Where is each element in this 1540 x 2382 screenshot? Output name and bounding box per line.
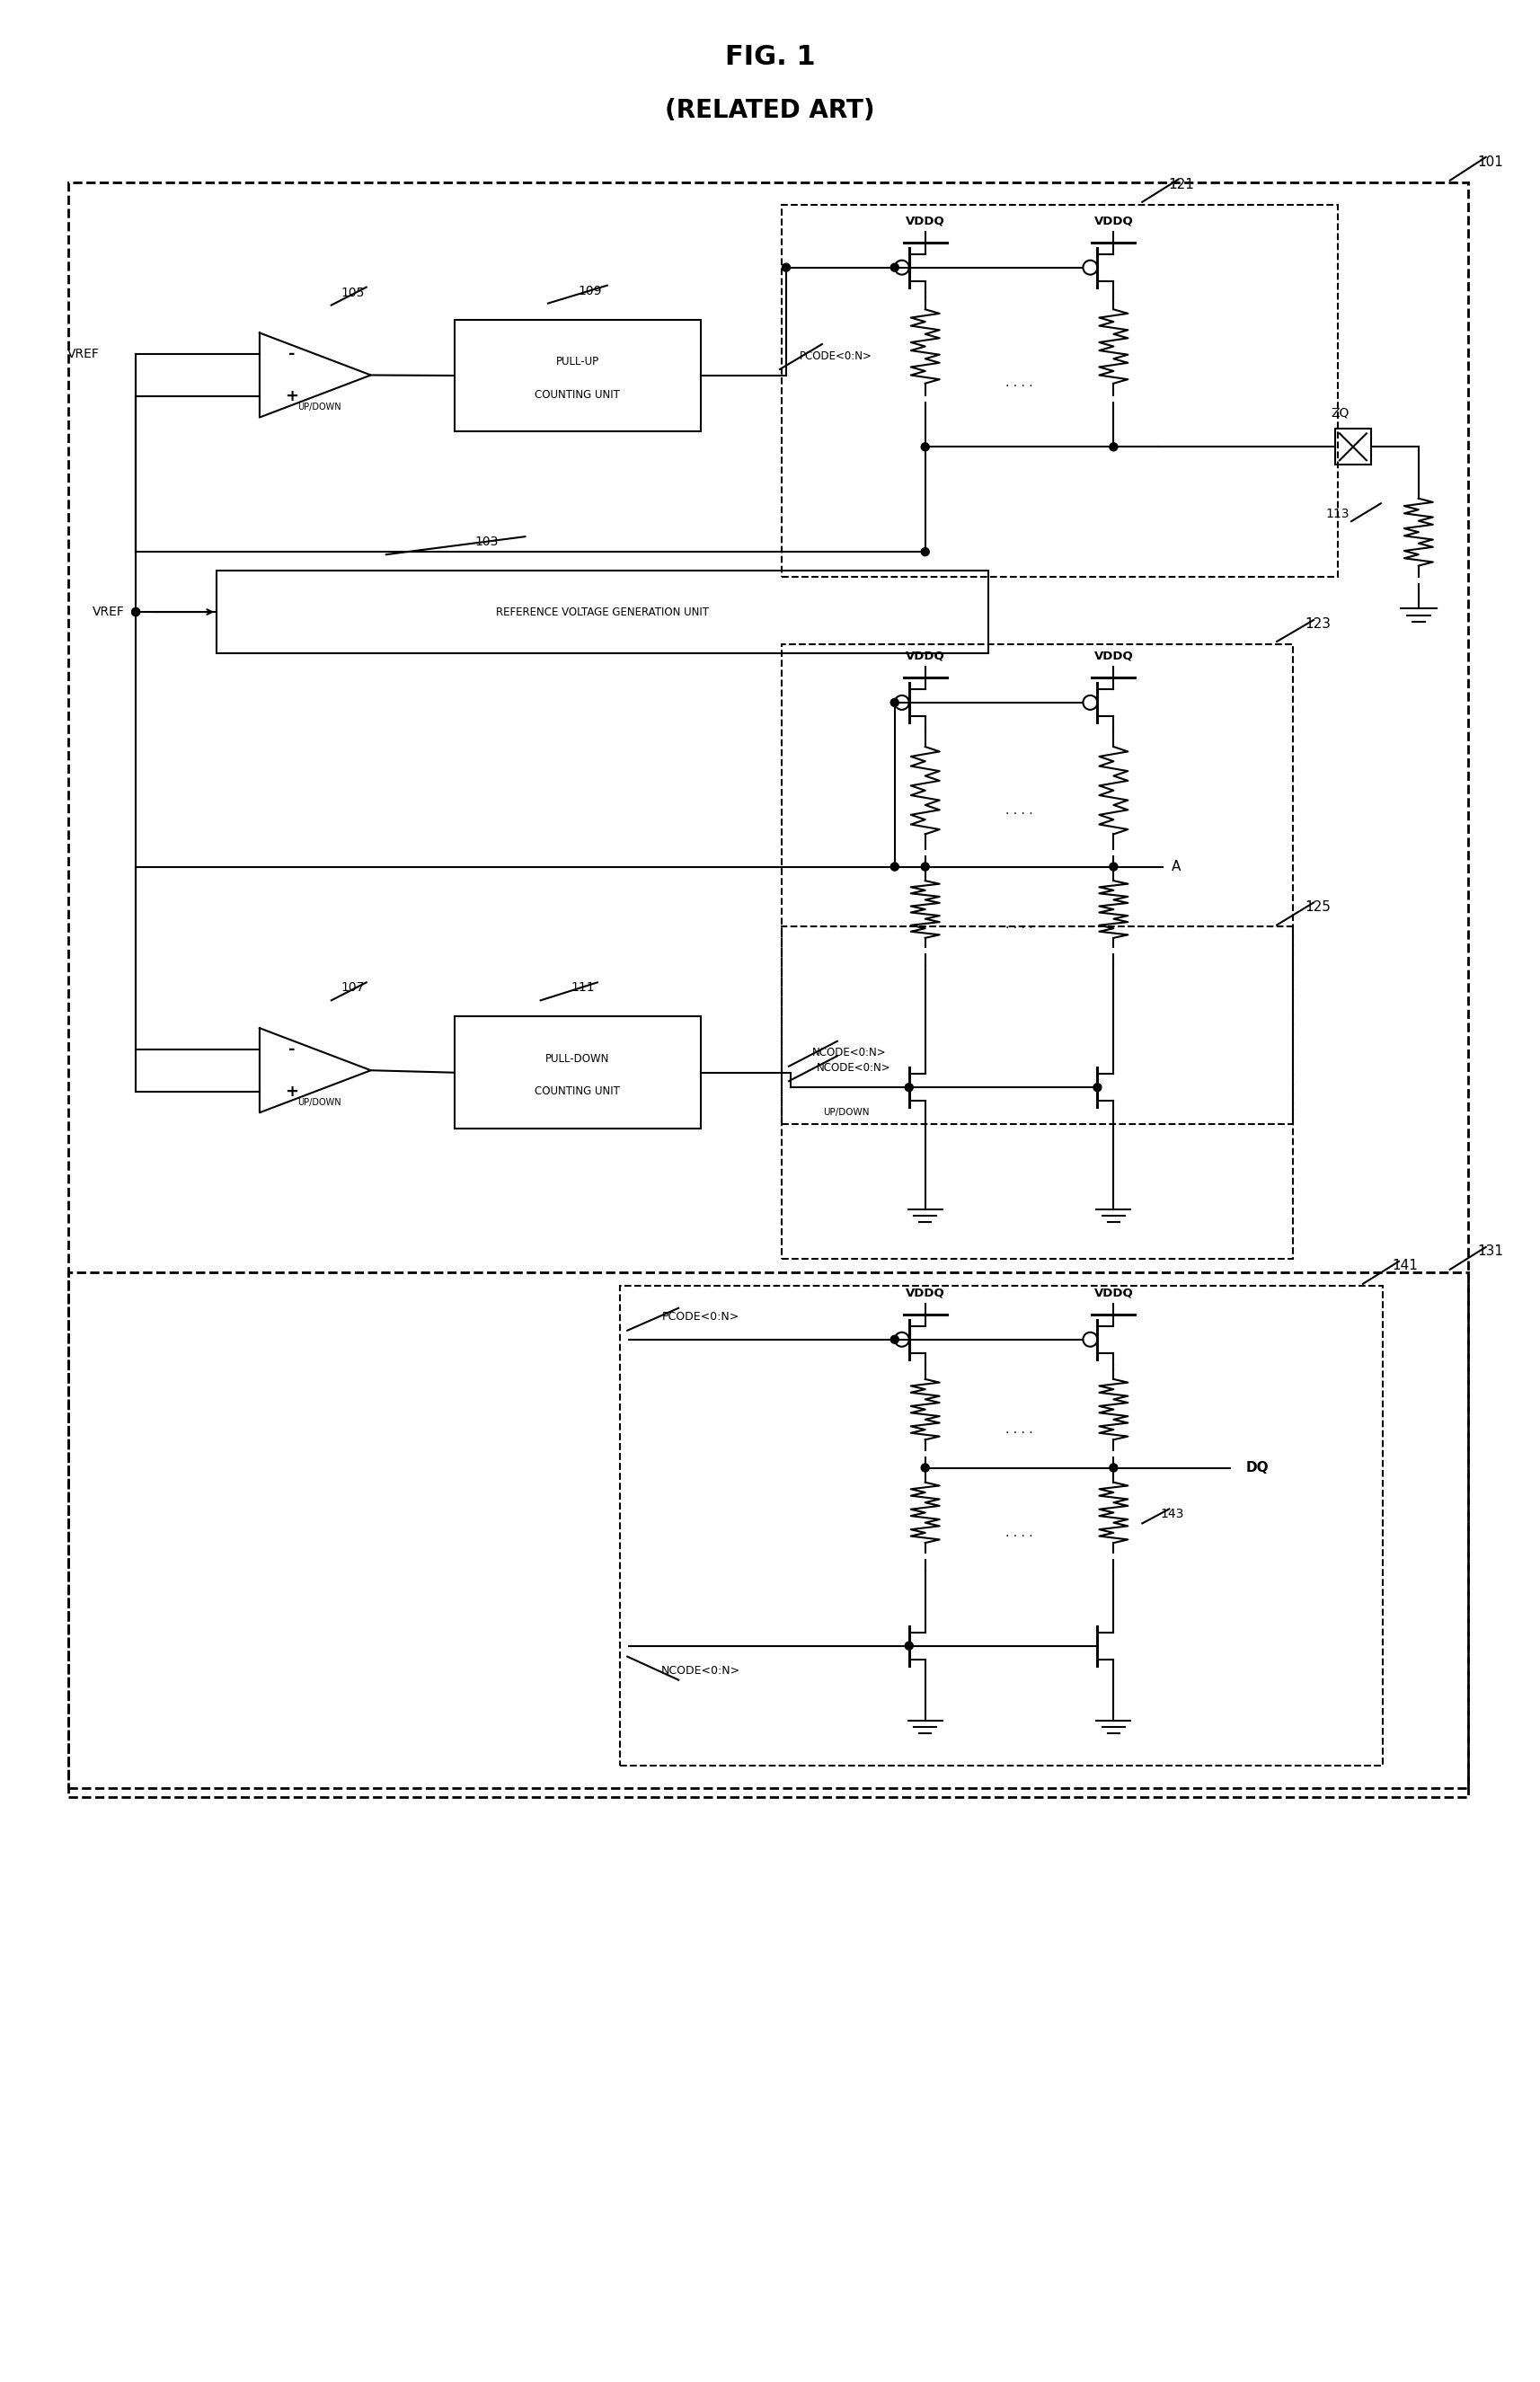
Text: 113: 113 bbox=[1326, 507, 1349, 519]
Text: DQ: DQ bbox=[1246, 1460, 1269, 1474]
Text: A: A bbox=[1172, 860, 1181, 874]
Circle shape bbox=[890, 862, 899, 872]
Circle shape bbox=[921, 548, 929, 555]
Text: 101: 101 bbox=[1477, 155, 1503, 169]
Text: PCODE<0:N>: PCODE<0:N> bbox=[662, 1310, 739, 1322]
Text: ZQ: ZQ bbox=[1332, 407, 1349, 419]
Text: -: - bbox=[288, 1041, 296, 1058]
Circle shape bbox=[782, 264, 790, 272]
Text: 123: 123 bbox=[1304, 617, 1331, 631]
Bar bbox=[782, 927, 1294, 1258]
Text: NCODE<0:N>: NCODE<0:N> bbox=[812, 1048, 885, 1058]
Text: VDDQ: VDDQ bbox=[1093, 650, 1133, 662]
Text: 109: 109 bbox=[578, 283, 602, 298]
Text: (RELATED ART): (RELATED ART) bbox=[665, 98, 875, 124]
Text: 105: 105 bbox=[340, 286, 365, 298]
Text: PCODE<0:N>: PCODE<0:N> bbox=[799, 350, 872, 362]
Text: VDDQ: VDDQ bbox=[1093, 1286, 1133, 1298]
Circle shape bbox=[890, 1336, 899, 1343]
Bar bbox=[1335, 429, 1371, 464]
Text: VREF: VREF bbox=[92, 605, 125, 619]
Circle shape bbox=[890, 264, 899, 272]
Bar bbox=[782, 643, 1294, 1124]
Bar bbox=[68, 1272, 1468, 1796]
Text: 121: 121 bbox=[1167, 179, 1193, 191]
Text: 125: 125 bbox=[1304, 900, 1331, 915]
Text: +: + bbox=[285, 1084, 299, 1100]
Bar bbox=[68, 183, 1468, 1789]
Circle shape bbox=[921, 862, 929, 872]
Text: 143: 143 bbox=[1160, 1508, 1184, 1520]
Text: VDDQ: VDDQ bbox=[1093, 214, 1133, 226]
Circle shape bbox=[921, 443, 929, 450]
Text: FIG. 1: FIG. 1 bbox=[725, 43, 815, 69]
Text: 131: 131 bbox=[1477, 1246, 1503, 1258]
Text: . . . .: . . . . bbox=[1006, 1527, 1033, 1539]
Text: NCODE<0:N>: NCODE<0:N> bbox=[816, 1062, 890, 1074]
Text: . . . .: . . . . bbox=[1006, 919, 1033, 931]
Bar bbox=[621, 1286, 1383, 1765]
Text: UP/DOWN: UP/DOWN bbox=[822, 1108, 870, 1117]
Circle shape bbox=[890, 698, 899, 707]
Circle shape bbox=[1109, 1463, 1118, 1472]
Text: NCODE<0:N>: NCODE<0:N> bbox=[661, 1665, 741, 1677]
Circle shape bbox=[906, 1084, 913, 1091]
Bar bbox=[782, 205, 1338, 576]
Text: VDDQ: VDDQ bbox=[906, 650, 946, 662]
Text: 107: 107 bbox=[340, 981, 365, 993]
Text: COUNTING UNIT: COUNTING UNIT bbox=[534, 388, 621, 400]
Text: UP/DOWN: UP/DOWN bbox=[297, 403, 342, 412]
Text: PULL-UP: PULL-UP bbox=[556, 357, 599, 367]
Text: 111: 111 bbox=[570, 981, 594, 993]
Circle shape bbox=[132, 607, 140, 617]
Text: -: - bbox=[288, 345, 296, 362]
Text: +: + bbox=[285, 388, 299, 405]
Circle shape bbox=[1109, 443, 1118, 450]
Circle shape bbox=[1109, 862, 1118, 872]
Text: UP/DOWN: UP/DOWN bbox=[297, 1098, 342, 1108]
Text: 103: 103 bbox=[474, 536, 499, 548]
Circle shape bbox=[1093, 1084, 1101, 1091]
Text: . . . .: . . . . bbox=[1006, 376, 1033, 391]
Text: . . . .: . . . . bbox=[1006, 1424, 1033, 1436]
Bar bbox=[217, 572, 989, 653]
Circle shape bbox=[921, 1463, 929, 1472]
Text: COUNTING UNIT: COUNTING UNIT bbox=[534, 1086, 621, 1098]
Circle shape bbox=[906, 1641, 913, 1651]
Bar bbox=[454, 1017, 701, 1129]
Text: REFERENCE VOLTAGE GENERATION UNIT: REFERENCE VOLTAGE GENERATION UNIT bbox=[496, 605, 708, 617]
Text: . . . .: . . . . bbox=[1006, 805, 1033, 817]
Text: VDDQ: VDDQ bbox=[906, 214, 946, 226]
Bar bbox=[454, 319, 701, 431]
Text: 141: 141 bbox=[1392, 1260, 1418, 1272]
Text: VREF: VREF bbox=[68, 348, 100, 360]
Text: VDDQ: VDDQ bbox=[906, 1286, 946, 1298]
Circle shape bbox=[132, 607, 140, 617]
Text: PULL-DOWN: PULL-DOWN bbox=[545, 1053, 610, 1065]
